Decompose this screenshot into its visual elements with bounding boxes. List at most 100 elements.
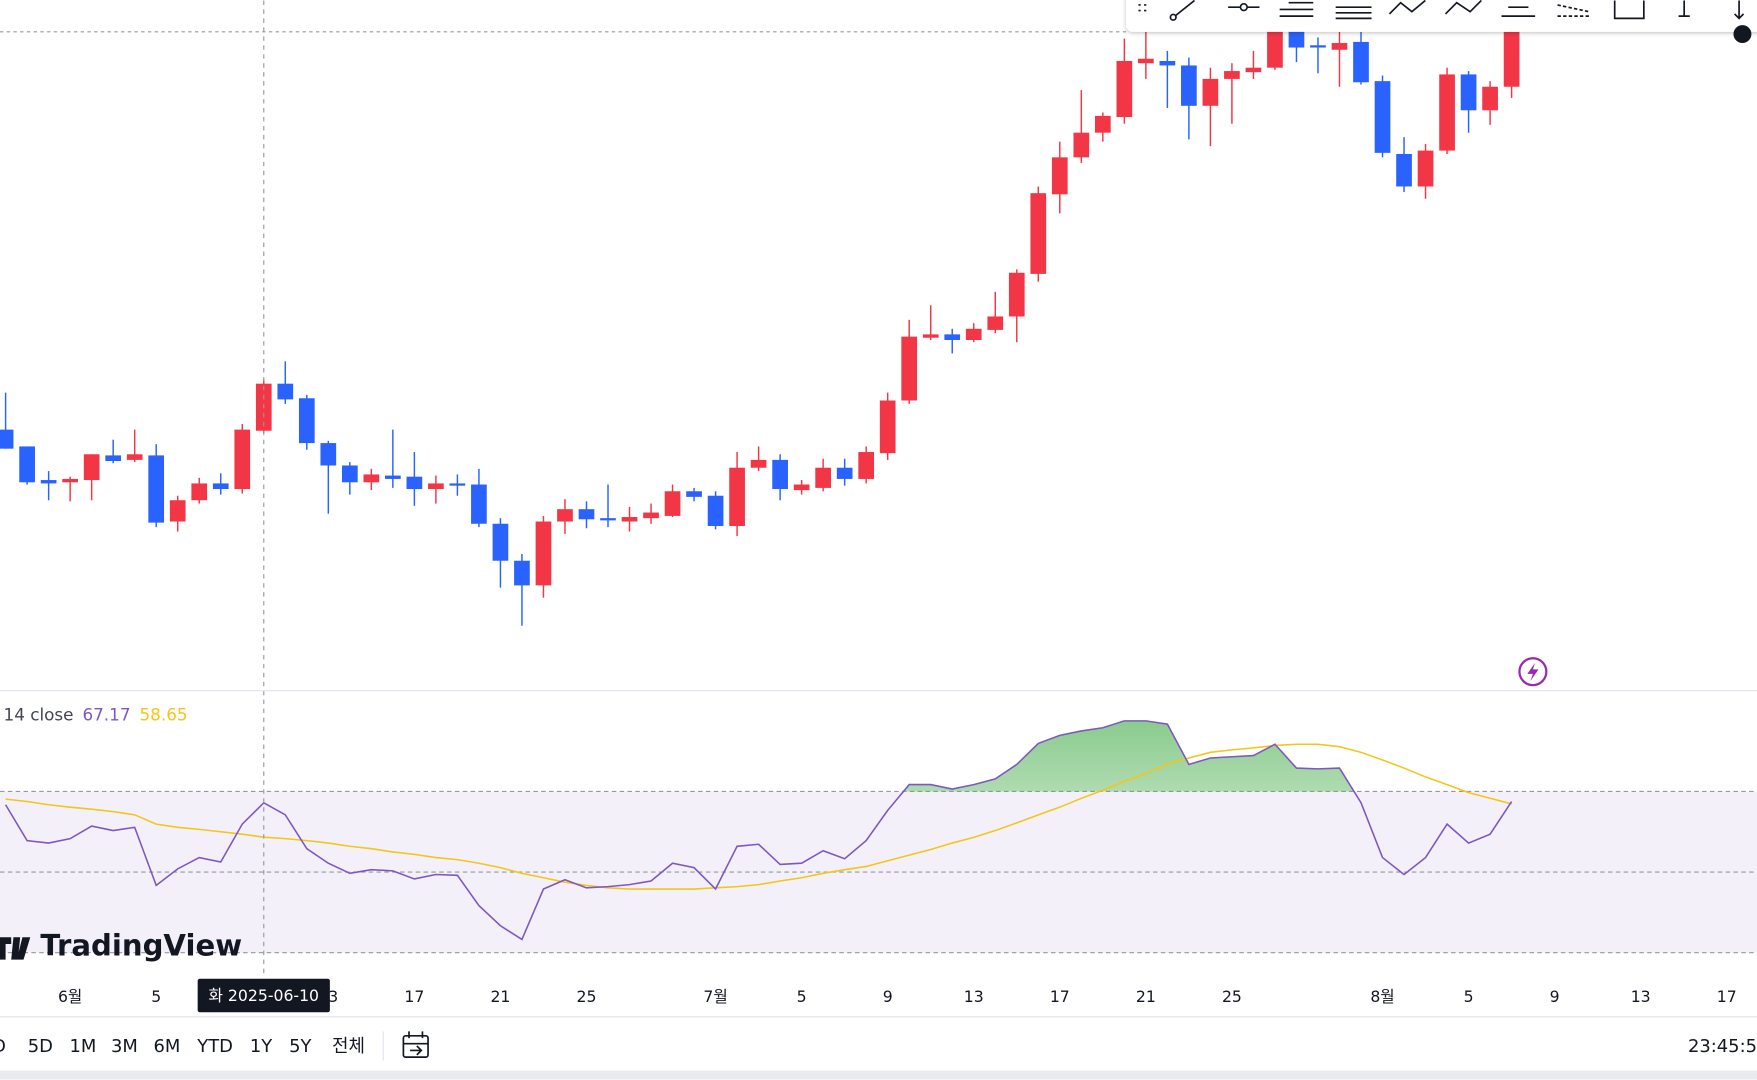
x-tick-label: 9: [1550, 987, 1560, 1006]
rsi-line: [4, 720, 1513, 941]
candle-body: [492, 523, 509, 561]
x-tick-label: 17: [1050, 987, 1070, 1006]
candle-body: [1051, 157, 1068, 195]
candle-body: [83, 454, 100, 481]
candle-body: [1310, 45, 1326, 48]
range-button[interactable]: 전체: [332, 1036, 365, 1057]
candle-body: [1396, 153, 1412, 187]
watermark-text: TradingView: [40, 928, 242, 962]
candle-body: [600, 518, 616, 521]
drawing-toolbar: [1126, 0, 1757, 44]
candle-body: [105, 455, 122, 462]
x-tick-label: 9: [883, 987, 893, 1006]
range-button[interactable]: YTD: [196, 1036, 233, 1057]
zoom-tool[interactable]: [1733, 0, 1745, 20]
candle-body: [1460, 74, 1477, 111]
x-tick-label: 21: [490, 987, 510, 1006]
alert-icon[interactable]: [1518, 657, 1548, 687]
date-range-button[interactable]: [402, 1031, 429, 1058]
candle-body: [298, 398, 315, 444]
range-button[interactable]: 1M: [69, 1036, 96, 1057]
watermark: TradingView: [0, 928, 242, 962]
candle-body: [428, 483, 444, 490]
candle-body: [965, 328, 982, 340]
candle-body: [1331, 43, 1348, 50]
rsi-legend: RSI 14 close 67.17 58.65: [0, 704, 188, 724]
range-button[interactable]: 5D: [28, 1036, 53, 1057]
range-button[interactable]: 1Y: [250, 1036, 272, 1057]
candle-body: [385, 475, 401, 479]
parallel-tool[interactable]: [1279, 1, 1314, 17]
candle-body: [879, 400, 896, 454]
candle-body: [277, 383, 294, 400]
candle-body: [901, 336, 918, 401]
candle-body: [40, 480, 57, 484]
range-buttons: 1D 5D 1M 3M 6M YTD 1Y 5Y 전체: [0, 1036, 365, 1057]
range-button[interactable]: 5Y: [289, 1036, 311, 1057]
candle-body: [1181, 65, 1197, 106]
fib-tool[interactable]: [1335, 6, 1372, 20]
candle-body: [707, 495, 724, 526]
range-button[interactable]: 6M: [154, 1036, 181, 1057]
x-tick-label: 25: [1222, 987, 1242, 1006]
bottom-strip: [0, 1070, 1757, 1080]
candle-body: [126, 454, 143, 460]
candle-body: [815, 467, 831, 488]
x-tick-label: 13: [964, 987, 984, 1006]
candle-body: [772, 459, 788, 490]
rsi-ma-line: [5, 743, 1512, 890]
overbought-fill: [903, 720, 1354, 792]
pattern-tool[interactable]: [1388, 0, 1426, 15]
info-icon[interactable]: [1733, 25, 1752, 44]
candle-body: [449, 483, 466, 486]
candle-body: [922, 334, 939, 338]
candle-body: [1374, 81, 1391, 153]
candle-body: [148, 455, 165, 523]
candle-body: [557, 509, 573, 522]
crosshair-label-bg: [197, 978, 330, 1013]
candle-body: [621, 517, 638, 522]
crosshair-label: 화 2025-06-10: [209, 986, 319, 1005]
candle-body: [514, 560, 530, 586]
x-tick-label: 6월: [58, 987, 82, 1006]
candle-body: [793, 484, 810, 491]
candle-body: [1073, 132, 1090, 158]
candle-body: [1417, 150, 1434, 187]
candle-body: [212, 483, 229, 490]
candle-body: [19, 446, 35, 483]
x-tick-label: 5: [151, 987, 161, 1006]
candle-body: [234, 429, 251, 490]
candle-body: [750, 459, 767, 468]
candle-body: [1482, 86, 1498, 111]
toolbar-bg: [1126, 0, 1757, 32]
x-tick-label: 7월: [703, 987, 727, 1006]
candle-body: [1288, 30, 1305, 48]
candle-body: [686, 491, 702, 497]
candle-body: [1138, 58, 1154, 64]
range-tool[interactable]: [1613, 0, 1645, 20]
candle-body: [191, 483, 208, 501]
candle-body: [1159, 60, 1176, 66]
candle-body: [1503, 31, 1520, 87]
forecast-tool[interactable]: [1501, 6, 1536, 17]
x-tick-label: 17: [404, 987, 424, 1006]
candle-body: [944, 334, 961, 340]
candle-body: [664, 491, 681, 516]
range-button[interactable]: 3M: [111, 1036, 138, 1057]
range-button[interactable]: 1D: [0, 1036, 6, 1057]
candle-body: [0, 429, 14, 449]
drag-handle[interactable]: [1138, 4, 1147, 12]
candle-body: [169, 500, 186, 522]
candle-body: [1245, 67, 1262, 73]
x-tick-label: 5: [797, 987, 807, 1006]
candle-body: [836, 467, 853, 479]
x-tick-label: 21: [1136, 987, 1156, 1006]
measure-tool[interactable]: [1678, 0, 1690, 17]
legend-part: 67.17: [82, 704, 130, 724]
candle-body: [729, 467, 745, 526]
candle-body: [363, 474, 380, 483]
candle-body: [643, 512, 659, 519]
xabcd-tool[interactable]: [1444, 0, 1482, 15]
